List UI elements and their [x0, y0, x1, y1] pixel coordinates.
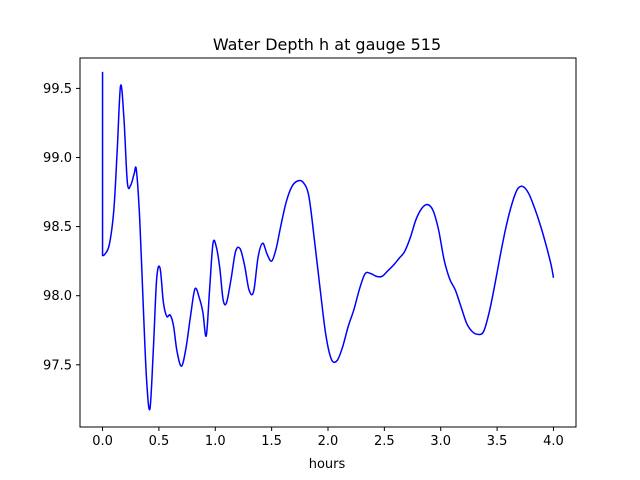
series-line [101, 71, 555, 411]
y-tick-label: 99.5 [43, 82, 72, 97]
x-tick-label: 0.5 [149, 434, 170, 449]
ticks-layer: 0.0 0.5 1.0 1.5 2.0 2.5 3.0 3.5 4.0 97.5 98.0 98.5 9… [43, 82, 564, 449]
y-tick-label: 98.0 [43, 289, 72, 304]
y-tick-label: 99.0 [43, 151, 72, 166]
x-tick-label: 4.0 [543, 434, 564, 449]
chart-title: Water Depth h at gauge 515 [213, 35, 441, 54]
x-tick-label: 2.0 [318, 434, 339, 449]
x-tick-label: 0.0 [92, 434, 113, 449]
x-tick-label: 2.5 [374, 434, 395, 449]
x-tick-label: 1.0 [205, 434, 226, 449]
x-tick-label: 1.5 [261, 434, 282, 449]
x-tick-label: 3.0 [430, 434, 451, 449]
y-tick-label: 98.5 [43, 220, 72, 235]
x-axis-label: hours [309, 457, 346, 472]
x-tick-label: 3.5 [487, 434, 508, 449]
plot-frame [79, 57, 577, 428]
series-layer [101, 71, 555, 411]
y-tick-label: 97.5 [43, 358, 72, 373]
